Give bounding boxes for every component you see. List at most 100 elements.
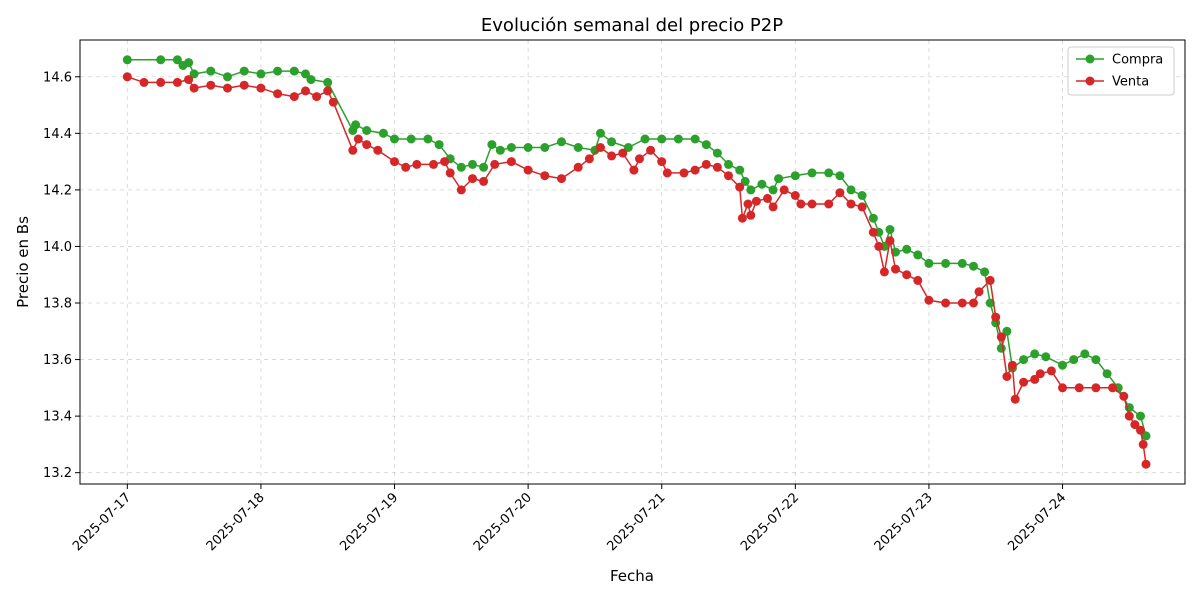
data-point: [1058, 383, 1067, 393]
data-point: [712, 148, 722, 158]
data-point: [423, 134, 433, 144]
data-point: [573, 143, 583, 152]
data-point: [490, 159, 500, 169]
data-point: [824, 168, 834, 178]
data-point: [941, 298, 951, 308]
data-point: [724, 171, 733, 181]
data-point: [768, 185, 778, 195]
x-tick-label: 2025-07-19: [337, 490, 401, 554]
x-axis-label: Fecha: [610, 567, 654, 585]
data-point: [1046, 366, 1056, 376]
data-point: [868, 213, 878, 223]
data-point: [1102, 369, 1112, 379]
data-point: [301, 69, 310, 79]
data-point: [885, 225, 895, 234]
data-point: [468, 174, 477, 184]
data-point: [991, 312, 1001, 322]
data-point: [779, 185, 789, 195]
x-tick-label: 2025-07-23: [872, 490, 936, 554]
data-point: [301, 86, 310, 96]
data-point: [662, 168, 672, 178]
data-point: [969, 261, 978, 271]
data-point: [857, 202, 867, 212]
data-point: [406, 134, 416, 144]
data-point: [1019, 377, 1029, 387]
data-point: [924, 295, 934, 305]
data-point: [902, 270, 912, 280]
data-point: [673, 134, 683, 144]
data-point: [273, 89, 283, 99]
data-point: [751, 196, 761, 206]
data-point: [523, 165, 533, 175]
y-tick-label: 14.0: [43, 240, 72, 255]
data-point: [737, 213, 747, 223]
data-point: [635, 154, 644, 164]
x-tick-label: 2025-07-17: [70, 490, 134, 554]
data-point: [412, 159, 422, 169]
y-tick-label: 13.6: [43, 353, 72, 368]
data-point: [434, 140, 444, 150]
data-point: [1138, 439, 1148, 449]
data-point: [1002, 372, 1012, 381]
data-point: [996, 332, 1006, 342]
data-point: [1074, 383, 1084, 393]
data-point: [846, 185, 856, 195]
y-tick-label: 14.6: [43, 70, 72, 85]
data-point: [1007, 360, 1017, 370]
data-point: [740, 176, 750, 186]
data-point: [445, 168, 455, 178]
data-point: [1124, 411, 1134, 421]
data-point: [323, 86, 333, 96]
data-point: [607, 151, 617, 161]
data-point: [429, 159, 438, 169]
data-point: [996, 343, 1006, 353]
data-point: [1136, 411, 1145, 421]
data-point: [1130, 420, 1140, 430]
data-point: [891, 264, 900, 274]
data-point: [743, 199, 753, 209]
data-point: [623, 143, 633, 152]
data-point: [1141, 431, 1151, 441]
data-point: [256, 69, 266, 79]
data-point: [824, 199, 834, 209]
data-point: [913, 250, 923, 260]
data-point: [348, 145, 358, 155]
y-axis-ticks: 13.2 13.4 13.6 13.8 14.0 14.2 14.4 14.6: [43, 70, 80, 481]
data-point: [957, 258, 967, 268]
data-point: [479, 162, 489, 172]
data-point: [790, 171, 800, 181]
data-point: [746, 185, 756, 195]
data-point: [495, 145, 505, 155]
data-point: [879, 267, 889, 277]
data-point: [206, 66, 216, 76]
data-point: [289, 66, 299, 76]
data-point: [184, 58, 194, 68]
data-point: [223, 72, 232, 82]
data-point: [273, 66, 283, 76]
data-point: [323, 77, 333, 87]
data-point: [540, 171, 550, 181]
series-line-venta: [127, 76, 1147, 465]
x-tick-label: 2025-07-24: [1005, 490, 1069, 554]
data-point: [701, 140, 711, 150]
legend-item-venta: Venta: [1076, 75, 1149, 90]
data-point: [629, 165, 639, 175]
data-point: [239, 80, 249, 90]
legend-marker: [1085, 54, 1095, 64]
data-point: [1136, 425, 1145, 435]
data-point: [223, 83, 232, 93]
data-point: [1030, 349, 1040, 359]
data-point: [1041, 352, 1051, 362]
data-point: [557, 137, 566, 147]
data-point: [985, 275, 995, 285]
data-point: [573, 162, 583, 172]
data-point: [557, 174, 566, 184]
data-point: [974, 287, 984, 297]
y-tick-label: 14.2: [43, 183, 72, 198]
data-point: [768, 202, 778, 212]
data-point: [156, 55, 166, 65]
data-point: [941, 258, 951, 268]
data-point: [139, 77, 149, 87]
data-point: [189, 83, 199, 93]
